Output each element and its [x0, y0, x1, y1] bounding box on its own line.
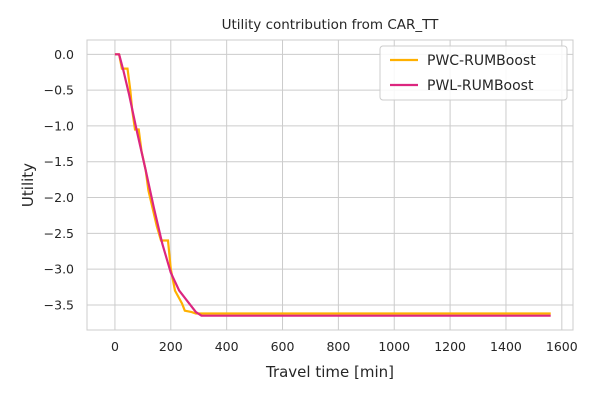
x-tick-label: 400 — [215, 339, 239, 354]
x-tick-label: 1000 — [378, 339, 410, 354]
chart-title: Utility contribution from CAR_TT — [222, 17, 440, 33]
y-tick-label: −2.0 — [44, 190, 74, 205]
legend-label-pwc: PWC-RUMBoost — [427, 53, 536, 69]
y-tick-label: −2.5 — [44, 226, 74, 241]
x-tick-label: 1200 — [434, 339, 466, 354]
series-line-pwc — [114, 53, 551, 315]
legend: PWC-RUMBoost PWL-RUMBoost — [379, 45, 568, 101]
series-layer — [114, 53, 551, 317]
legend-label-pwl: PWL-RUMBoost — [427, 78, 534, 94]
x-tick-label: 0 — [111, 339, 119, 354]
plot-area-frame — [86, 39, 574, 331]
x-tick-label: 1400 — [490, 339, 522, 354]
series-line-pwl — [114, 53, 551, 317]
y-tick-label: −3.0 — [44, 262, 74, 277]
legend-box — [379, 45, 568, 101]
y-tick-label: −1.5 — [44, 154, 74, 169]
x-tick-label: 800 — [326, 339, 350, 354]
y-tick-label: −0.5 — [44, 83, 74, 98]
tick-labels: 0 200 400 600 800 1000 1200 1400 1600 0.0 −0.5 −1.0… — [44, 47, 578, 354]
x-tick-label: 1600 — [546, 339, 578, 354]
y-tick-label: −3.5 — [44, 297, 74, 312]
x-tick-label: 600 — [271, 339, 295, 354]
y-axis-label: Utility — [19, 163, 37, 207]
y-tick-label: 0.0 — [54, 47, 74, 62]
x-axis-label: Travel time [min] — [265, 363, 394, 381]
x-tick-label: 200 — [159, 339, 183, 354]
y-tick-label: −1.0 — [44, 118, 74, 133]
